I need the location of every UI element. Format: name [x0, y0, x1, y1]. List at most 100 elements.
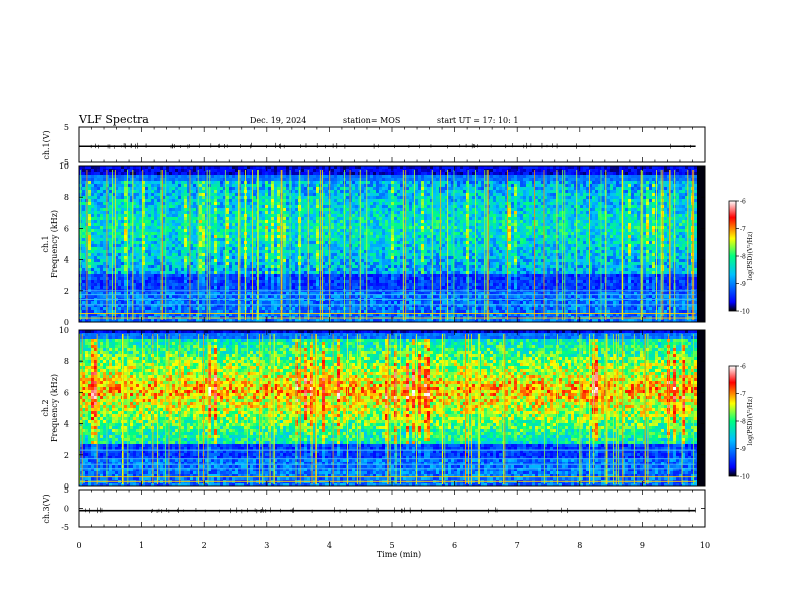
spectrogram-cell: [136, 247, 139, 250]
spectrogram-cell: [322, 205, 325, 208]
spectrogram-cell: [169, 304, 172, 307]
spectrogram-cell: [304, 247, 307, 250]
spectrogram-cell: [121, 286, 124, 289]
spectrogram-cell: [247, 295, 250, 298]
spectrogram-cell: [331, 277, 334, 280]
spectrogram-cell: [88, 166, 91, 169]
spectrogram-cell: [253, 310, 256, 313]
spectrogram-cell: [235, 226, 238, 229]
spectrogram-cell: [277, 313, 280, 316]
spectrogram-cell: [235, 193, 238, 196]
spectrogram-cell: [196, 250, 199, 253]
spectrogram-cell: [211, 244, 214, 247]
spectrogram-cell: [310, 190, 313, 193]
spectrogram-cell: [307, 166, 310, 169]
spectrogram-cell: [268, 184, 271, 187]
spectrogram-cell: [217, 259, 220, 262]
spectrogram-cell: [184, 175, 187, 178]
spectrogram-cell: [325, 259, 328, 262]
spectrogram-cell: [220, 286, 223, 289]
spectrogram-cell: [346, 169, 349, 172]
spectrogram-cell: [322, 241, 325, 244]
spectrogram-cell: [145, 310, 148, 313]
spectrogram-cell: [97, 166, 100, 169]
spectrogram-cell: [202, 196, 205, 199]
spectrogram-cell: [220, 283, 223, 286]
spectrogram-cell: [214, 262, 217, 265]
spectrogram-cell: [253, 262, 256, 265]
spectrogram-cell: [124, 223, 127, 226]
spectrogram-cell: [271, 307, 274, 310]
spectrogram-cell: [148, 307, 151, 310]
spectrogram-cell: [133, 238, 136, 241]
spectrogram-cell: [85, 223, 88, 226]
spectrogram-cell: [214, 319, 217, 322]
spectrogram-cell: [331, 172, 334, 175]
spectrogram-cell: [181, 250, 184, 253]
spectrogram-cell: [214, 202, 217, 205]
spectrogram-cell: [151, 175, 154, 178]
spectrogram-cell: [247, 208, 250, 211]
spectrogram-cell: [148, 301, 151, 304]
spectrogram-cell: [340, 214, 343, 217]
spectrogram-cell: [118, 304, 121, 307]
spectrogram-cell: [103, 247, 106, 250]
spectrogram-cell: [247, 280, 250, 283]
spectrogram-cell: [283, 178, 286, 181]
spectrogram-cell: [283, 211, 286, 214]
spectrogram-cell: [253, 274, 256, 277]
spectrogram-cell: [322, 286, 325, 289]
spectrogram-cell: [241, 226, 244, 229]
spectrogram-cell: [241, 193, 244, 196]
spectrogram-cell: [277, 286, 280, 289]
spectrogram-cell: [193, 319, 196, 322]
spectrogram-cell: [88, 310, 91, 313]
spectrogram-cell: [175, 292, 178, 295]
spectrogram-cell: [205, 169, 208, 172]
spectrogram-cell: [184, 190, 187, 193]
spectrogram-cell: [277, 283, 280, 286]
spectrogram-cell: [229, 280, 232, 283]
spectrogram-cell: [202, 172, 205, 175]
spectrogram-cell: [199, 295, 202, 298]
spectrogram-cell: [160, 265, 163, 268]
spectrogram-cell: [82, 280, 85, 283]
spectrogram-cell: [154, 259, 157, 262]
spectrogram-cell: [235, 283, 238, 286]
spectrogram-cell: [148, 226, 151, 229]
spectrogram-cell: [118, 274, 121, 277]
spectrogram-cell: [259, 235, 262, 238]
spectrogram-cell: [91, 232, 94, 235]
spectrogram-cell: [310, 202, 313, 205]
spectrogram-cell: [283, 244, 286, 247]
spectrogram-cell: [82, 226, 85, 229]
spectrogram-cell: [184, 295, 187, 298]
spectrogram-cell: [268, 178, 271, 181]
spectrogram-cell: [109, 316, 112, 319]
spectrogram-cell: [301, 187, 304, 190]
spectrogram-cell: [94, 313, 97, 316]
spectrogram-cell: [121, 166, 124, 169]
spectrogram-cell: [112, 268, 115, 271]
spectrogram-cell: [190, 286, 193, 289]
spectrogram-cell: [151, 238, 154, 241]
spectrogram-cell: [175, 319, 178, 322]
spectrogram-cell: [235, 199, 238, 202]
spectrogram-cell: [253, 292, 256, 295]
spectrogram-cell: [196, 235, 199, 238]
spectrogram-cell: [163, 193, 166, 196]
spectrogram-cell: [94, 268, 97, 271]
spectrogram-cell: [265, 232, 268, 235]
spectrogram-cell: [190, 271, 193, 274]
spectrogram-cell: [235, 196, 238, 199]
spectrogram-cell: [337, 283, 340, 286]
spectrogram-cell: [148, 196, 151, 199]
spectrogram-cell: [289, 196, 292, 199]
spectrogram-cell: [232, 199, 235, 202]
spectrogram-cell: [337, 301, 340, 304]
spectrogram-cell: [169, 205, 172, 208]
spectrogram-cell: [199, 307, 202, 310]
spectrogram-cell: [172, 313, 175, 316]
spectrogram-cell: [295, 292, 298, 295]
spectrogram-cell: [283, 205, 286, 208]
